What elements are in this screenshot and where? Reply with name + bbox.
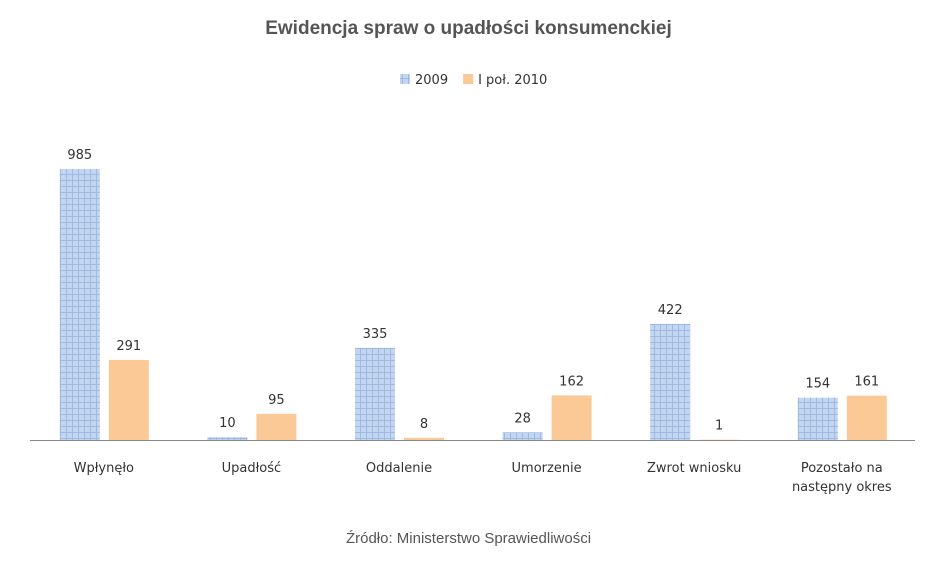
bar-2009 <box>502 432 543 440</box>
data-label: 422 <box>658 303 683 318</box>
bar-2010 <box>256 413 297 440</box>
source-note: Źródło: Ministerstwo Sprawiedliwości <box>345 530 592 547</box>
bar-2009 <box>59 169 100 440</box>
bar-2010 <box>846 395 887 440</box>
x-tick-label: Upadłość <box>222 461 282 476</box>
bar-2010 <box>551 395 592 440</box>
x-tick-label: następny okres <box>792 480 892 495</box>
bar-2009 <box>355 347 395 440</box>
legend-swatch <box>400 74 410 84</box>
x-tick-label: Zwrot wniosku <box>647 461 741 476</box>
x-tick-label: Wpłynęło <box>74 461 134 476</box>
data-label: 291 <box>116 339 141 354</box>
data-label: 162 <box>559 374 584 389</box>
bar-2009 <box>797 397 838 440</box>
chart-title: Ewidencja spraw o upadłości konsumenckie… <box>265 18 672 39</box>
data-label: 985 <box>67 148 92 163</box>
bar-2009 <box>650 323 691 440</box>
x-tick-label: Oddalenie <box>366 461 432 476</box>
bar-2010 <box>404 437 444 440</box>
data-label: 161 <box>854 375 879 390</box>
bar-2010 <box>108 359 149 440</box>
legend-swatch <box>463 74 474 84</box>
data-label: 154 <box>805 377 830 392</box>
legend-label: I poł. 2010 <box>478 73 547 88</box>
data-label: 95 <box>268 393 285 408</box>
data-label: 1 <box>715 419 723 434</box>
data-label: 335 <box>363 327 388 342</box>
bar-2009 <box>207 437 248 440</box>
x-tick-label: Pozostało na <box>801 461 883 476</box>
data-label: 8 <box>420 417 428 432</box>
legend-label: 2009 <box>415 73 448 88</box>
data-label: 28 <box>514 411 531 426</box>
x-tick-label: Umorzenie <box>512 461 582 476</box>
data-label: 10 <box>219 416 236 431</box>
